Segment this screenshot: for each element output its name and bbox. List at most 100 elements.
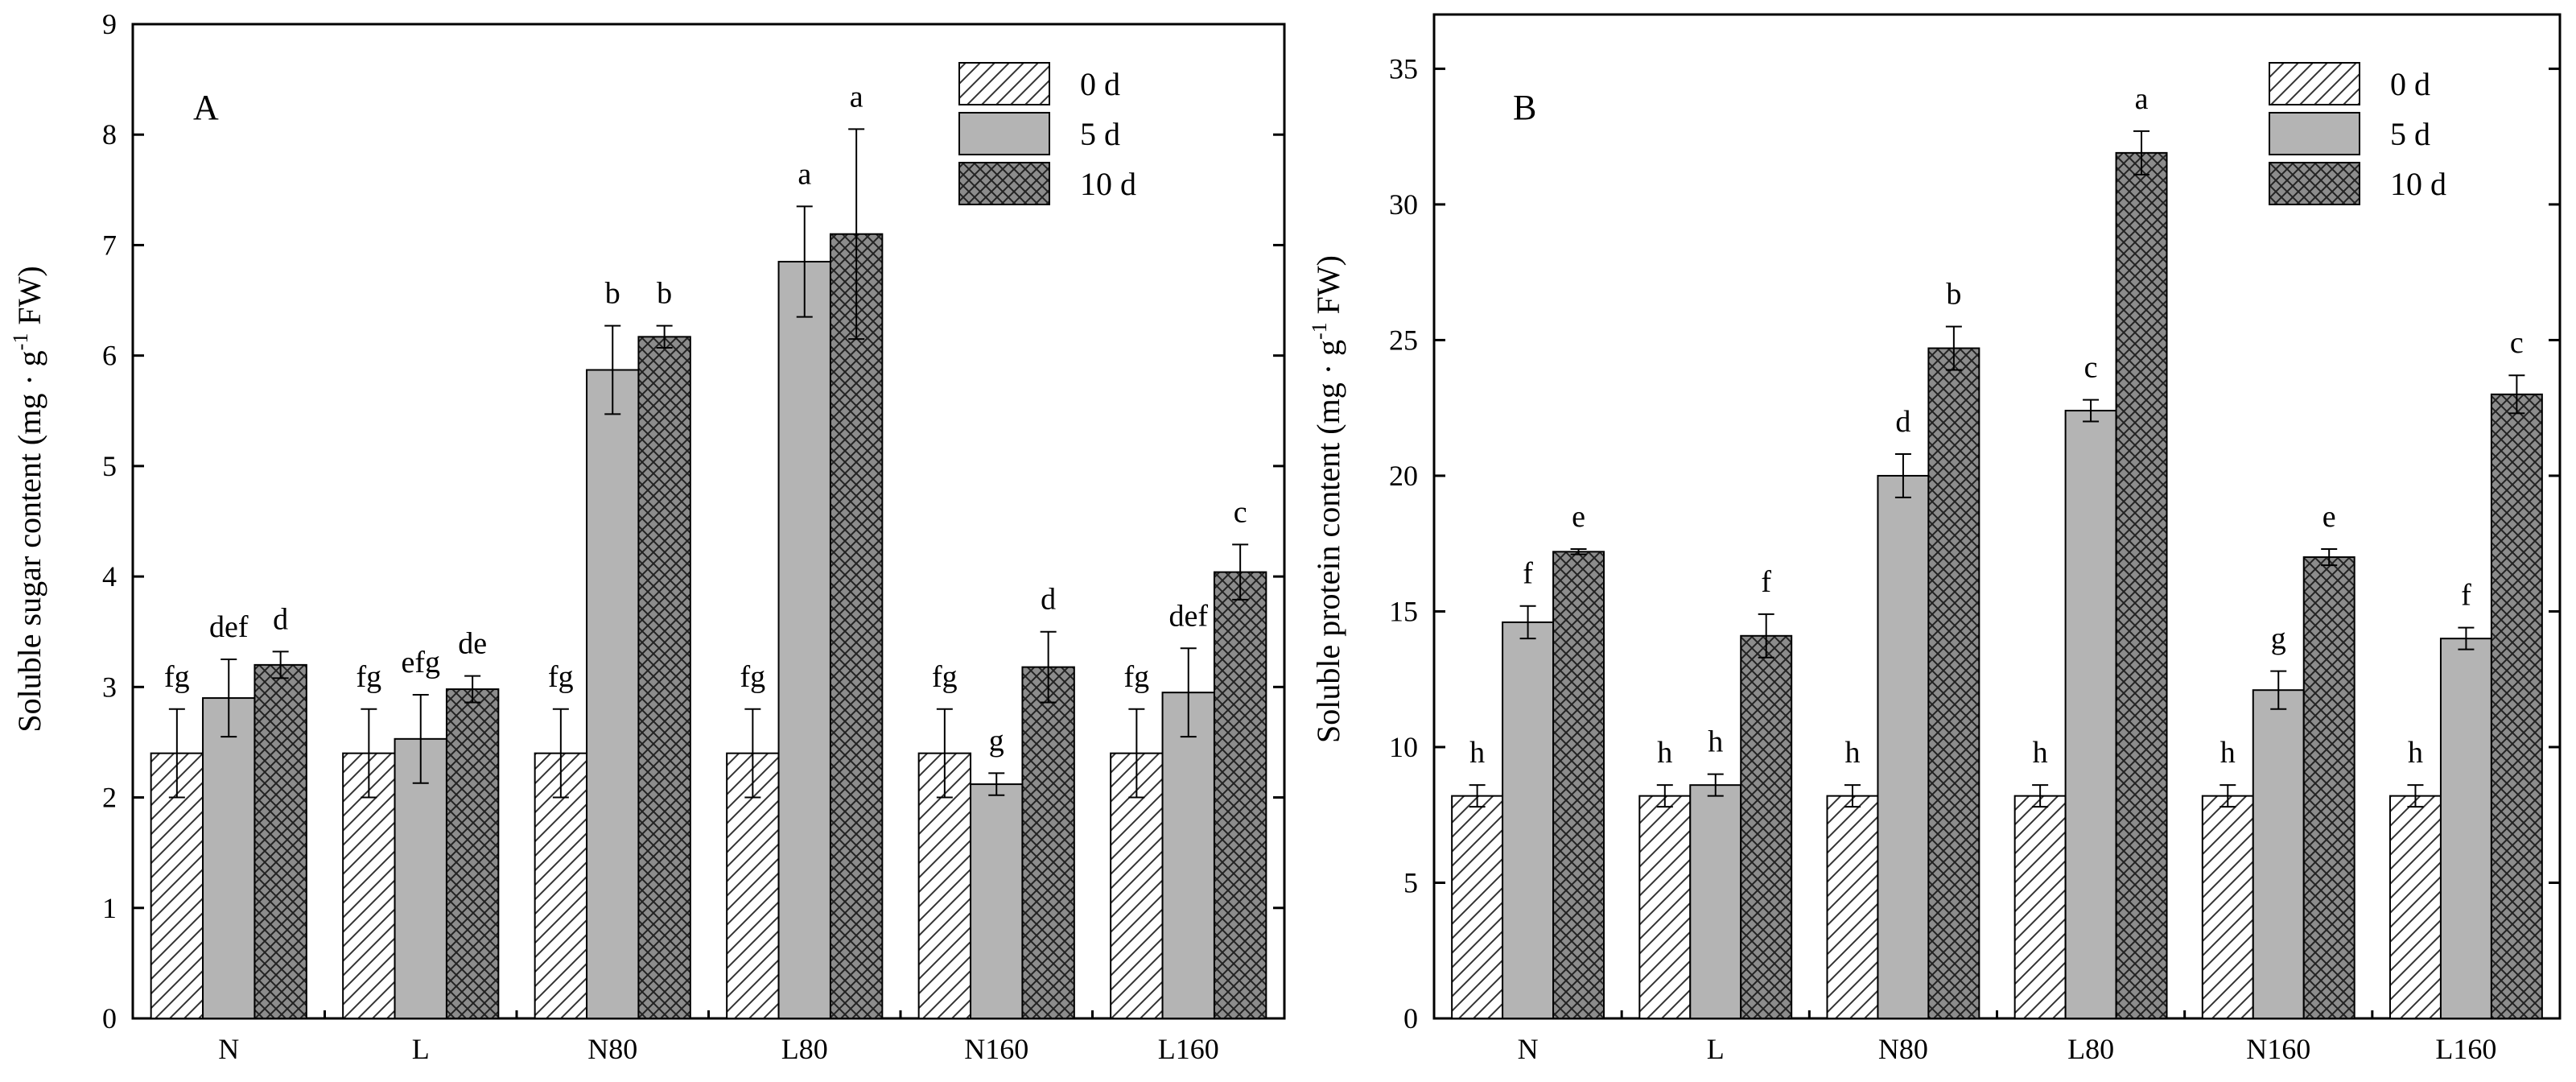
y-tick-label: 0: [102, 1002, 117, 1035]
y-tick-label: 15: [1389, 595, 1418, 627]
bar-10d-N: [1552, 551, 1605, 1019]
significance-label: c: [2084, 351, 2098, 385]
bar-10d-N160: [2302, 556, 2355, 1019]
bar-10d-L160: [1213, 571, 1267, 1019]
y-tick-label: 5: [1403, 866, 1418, 898]
bar-5d-N160: [2252, 689, 2305, 1020]
y-tick-label: 35: [1389, 52, 1418, 85]
significance-label: de: [458, 627, 487, 661]
bar-0d-N160: [2201, 795, 2254, 1019]
significance-label: def: [209, 610, 249, 644]
legend: 0 d 5 d 10 d: [2269, 62, 2446, 205]
legend-swatch: [958, 112, 1050, 155]
significance-label: b: [605, 277, 620, 311]
y-tick-label: 8: [102, 118, 117, 151]
chart-panel-a: A Soluble sugar content (mg · g-1 FW) 0 1…: [9, 8, 1286, 1065]
significance-label: a: [798, 157, 811, 191]
legend-swatch: [2269, 62, 2360, 105]
legend: 0 d 5 d 10 d: [958, 62, 1136, 205]
significance-label: c: [1234, 495, 1247, 529]
legend-swatch: [2269, 162, 2360, 205]
bar-5d-L: [394, 737, 447, 1019]
bar-5d-L160: [1161, 692, 1215, 1019]
y-tick-label: 1: [102, 892, 117, 924]
significance-label: h: [2408, 736, 2423, 770]
x-tick-label: L160: [1158, 1033, 1219, 1065]
legend-swatch: [2269, 112, 2360, 155]
bar-10d-N160: [1021, 666, 1075, 1020]
bar-10d-L80: [2115, 151, 2168, 1019]
significance-label: d: [1041, 583, 1056, 617]
significance-label: h: [1657, 736, 1672, 770]
significance-label: f: [2461, 579, 2471, 613]
bar-10d-L80: [829, 233, 884, 1019]
bar-5d-N80: [586, 369, 640, 1019]
bar-10d-L160: [2490, 393, 2543, 1019]
significance-label: d: [1895, 405, 1910, 439]
x-tick-label: N80: [587, 1033, 637, 1065]
bar-0d-L: [1638, 795, 1692, 1019]
y-axis-title-end: FW): [11, 266, 47, 332]
y-tick-label: 10: [1389, 731, 1418, 763]
significance-label: fg: [1124, 660, 1150, 694]
significance-label: def: [1168, 599, 1208, 633]
y-axis-title-end: FW): [1310, 255, 1346, 322]
significance-label: f: [1761, 565, 1771, 599]
significance-label: h: [2033, 736, 2048, 770]
bar-5d-N: [202, 697, 256, 1019]
x-tick-label: L: [412, 1033, 430, 1065]
significance-label: g: [989, 724, 1004, 758]
y-tick-label: 30: [1389, 188, 1418, 221]
bar-10d-N: [253, 663, 307, 1020]
bar-0d-L160: [2388, 795, 2442, 1019]
y-tick-label: 4: [102, 560, 117, 593]
significance-label: efg: [401, 646, 440, 679]
significance-label: a: [850, 80, 863, 114]
y-tick-label: 25: [1389, 324, 1418, 356]
x-tick-label: L160: [2435, 1033, 2496, 1065]
significance-label: h: [1469, 736, 1485, 770]
significance-label: d: [273, 602, 288, 636]
y-axis-title: Soluble sugar content (mg · g-1 FW): [9, 266, 47, 732]
bar-5d-L160: [2439, 638, 2492, 1019]
legend-label: 0 d: [2390, 66, 2430, 102]
significance-label: fg: [932, 660, 958, 694]
bar-5d-L80: [2064, 410, 2117, 1019]
x-tick-label: L80: [781, 1033, 828, 1065]
significance-label: b: [1946, 278, 1961, 312]
significance-label: fg: [740, 660, 766, 694]
x-tick-label: N: [1518, 1033, 1539, 1065]
significance-label: g: [2271, 622, 2286, 656]
significance-label: h: [2220, 736, 2236, 770]
significance-label: fg: [164, 660, 190, 694]
y-tick-label: 2: [102, 782, 117, 814]
x-tick-label: N80: [1878, 1033, 1928, 1065]
significance-label: h: [1844, 736, 1860, 770]
bar-0d-L80: [2013, 795, 2067, 1019]
legend-label: 0 d: [1080, 66, 1120, 102]
legend-swatch: [958, 162, 1050, 205]
panel-label: B: [1513, 88, 1536, 127]
significance-label: fg: [548, 660, 574, 694]
x-tick-label: N: [218, 1033, 239, 1065]
bar-0d-N80: [1826, 795, 1879, 1019]
bar-5d-L80: [777, 261, 831, 1019]
x-tick-label: L80: [2067, 1033, 2114, 1065]
y-tick-label: 0: [1403, 1002, 1418, 1035]
x-tick-label: N160: [964, 1033, 1028, 1065]
legend-label: 5 d: [2390, 116, 2430, 152]
bar-5d-N160: [970, 783, 1024, 1019]
significance-label: e: [2323, 500, 2336, 534]
y-tick-label: 20: [1389, 460, 1418, 492]
y-tick-label: 5: [102, 450, 117, 482]
bar-10d-N80: [637, 336, 691, 1020]
bar-10d-L: [1740, 634, 1793, 1019]
chart-panel-b: B Soluble protein content (mg · g-1 FW) …: [1308, 13, 2562, 1065]
y-axis-title-sup: -1: [9, 333, 32, 351]
y-axis-title-main: Soluble sugar content (mg · g: [11, 350, 47, 732]
bar-5d-N80: [1877, 474, 1930, 1019]
significance-label: c: [2510, 326, 2524, 360]
legend-label: 10 d: [1080, 166, 1136, 202]
bar-10d-L: [445, 688, 500, 1019]
